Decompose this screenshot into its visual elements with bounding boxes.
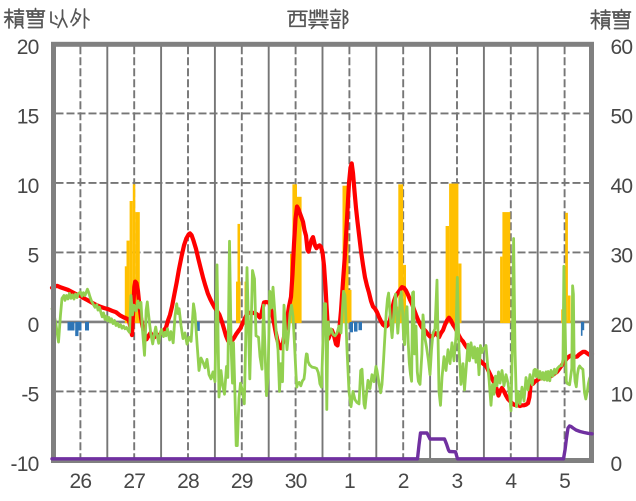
- svg-text:5: 5: [28, 244, 39, 267]
- svg-text:28: 28: [177, 470, 199, 493]
- svg-text:40: 40: [611, 175, 633, 198]
- svg-text:10: 10: [17, 175, 39, 198]
- svg-text:50: 50: [611, 105, 633, 128]
- svg-text:2: 2: [398, 470, 409, 493]
- svg-text:4: 4: [505, 470, 517, 493]
- svg-text:30: 30: [285, 470, 307, 493]
- svg-text:60: 60: [611, 36, 633, 59]
- svg-text:20: 20: [611, 314, 633, 337]
- svg-text:5: 5: [559, 470, 570, 493]
- svg-text:10: 10: [611, 383, 633, 406]
- svg-text:-5: -5: [21, 383, 38, 406]
- svg-text:15: 15: [17, 105, 39, 128]
- svg-text:1: 1: [344, 470, 355, 493]
- svg-text:0: 0: [28, 314, 39, 337]
- svg-text:20: 20: [17, 36, 39, 59]
- svg-text:0: 0: [611, 453, 622, 476]
- svg-text:-10: -10: [11, 453, 39, 476]
- svg-text:27: 27: [123, 470, 145, 493]
- svg-text:30: 30: [611, 244, 633, 267]
- svg-text:26: 26: [70, 470, 92, 493]
- svg-text:3: 3: [452, 470, 463, 493]
- svg-text:29: 29: [231, 470, 253, 493]
